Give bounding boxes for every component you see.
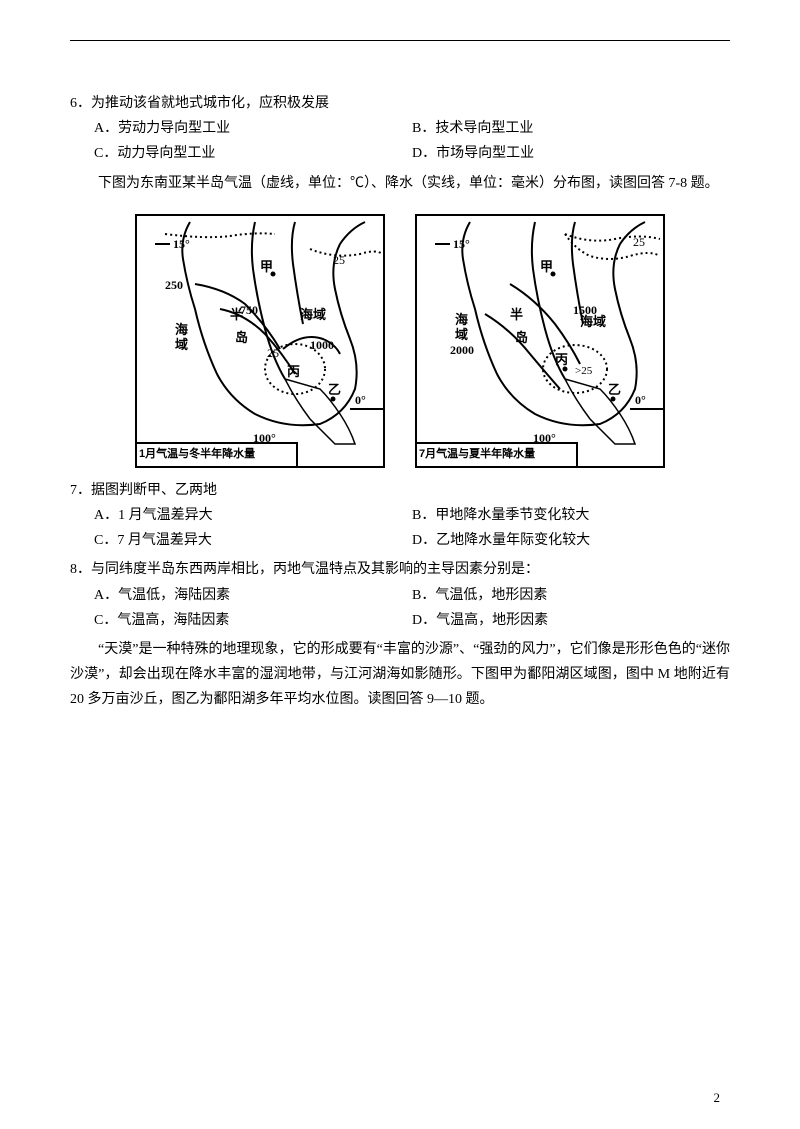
q8-option-b: B．气温低，地形因素 xyxy=(412,583,730,608)
lat0-label: 0° xyxy=(355,393,366,407)
q7-options: A．1 月气温差异大 B．甲地降水量季节变化较大 C．7 月气温差异大 D．乙地… xyxy=(94,503,730,553)
svg-text:岛: 岛 xyxy=(515,330,528,345)
q7-option-b: B．甲地降水量季节变化较大 xyxy=(412,503,730,528)
precip250: 250 xyxy=(165,278,183,292)
q7-option-d: D．乙地降水量年际变化较大 xyxy=(412,528,730,553)
sea-right: 海域 xyxy=(300,307,326,322)
svg-text:半: 半 xyxy=(510,307,523,322)
svg-text:海: 海 xyxy=(455,312,468,327)
maps-row: 15° 0° 100° 25 25 250 xyxy=(70,214,730,468)
q8-option-c: C．气温高，海陆因素 xyxy=(94,608,412,633)
question-7: 7．据图判断甲、乙两地 A．1 月气温差异大 B．甲地降水量季节变化较大 C．7… xyxy=(70,478,730,554)
map-right: 15° 0° 100° 25 >25 1500 xyxy=(415,214,665,468)
q6-option-b: B．技术导向型工业 xyxy=(412,116,730,141)
q6-option-d: D．市场导向型工业 xyxy=(412,141,730,166)
map-left-svg: 15° 0° 100° 25 25 250 xyxy=(135,214,385,468)
svg-text:岛: 岛 xyxy=(235,330,248,345)
svg-text:丙: 丙 xyxy=(555,352,568,367)
map-left: 15° 0° 100° 25 25 250 xyxy=(135,214,385,468)
q7-option-c: C．7 月气温差异大 xyxy=(94,528,412,553)
map-right-caption: 7月气温与夏半年降水量 xyxy=(415,442,578,468)
svg-text:域: 域 xyxy=(175,337,188,352)
q6-option-a: A．劳动力导向型工业 xyxy=(94,116,412,141)
question-6: 6．为推动该省就地式城市化，应积极发展 A．劳动力导向型工业 B．技术导向型工业… xyxy=(70,91,730,167)
precip2000: 2000 xyxy=(450,343,474,357)
question-8: 8．与同纬度半岛东西两岸相比，丙地气温特点及其影响的主导因素分别是： A．气温低… xyxy=(70,557,730,633)
q8-option-a: A．气温低，海陆因素 xyxy=(94,583,412,608)
intro-9-10: “天漠”是一种特殊的地理现象，它的形成要有“丰富的沙源”、“强劲的风力”，它们像… xyxy=(70,637,730,713)
q8-stem: 8．与同纬度半岛东西两岸相比，丙地气温特点及其影响的主导因素分别是： xyxy=(70,557,730,582)
sea-left: 海 xyxy=(175,322,188,337)
bing-label: 丙 xyxy=(287,364,300,379)
svg-text:海域: 海域 xyxy=(580,314,606,329)
map-right-svg: 15° 0° 100° 25 >25 1500 xyxy=(415,214,665,468)
iso25-mid-r: >25 xyxy=(575,365,593,377)
q6-option-c: C．动力导向型工业 xyxy=(94,141,412,166)
q7-option-a: A．1 月气温差异大 xyxy=(94,503,412,528)
precip1000: 1000 xyxy=(310,338,334,352)
svg-text:0°: 0° xyxy=(635,393,646,407)
svg-text:甲: 甲 xyxy=(540,259,553,274)
q8-option-d: D．气温高，地形因素 xyxy=(412,608,730,633)
svg-text:域: 域 xyxy=(455,327,468,342)
page-number: 2 xyxy=(714,1086,721,1109)
map-left-caption: 1月气温与冬半年降水量 xyxy=(135,442,298,468)
jia-label: 甲 xyxy=(260,259,273,274)
q6-stem: 6．为推动该省就地式城市化，应积极发展 xyxy=(70,91,730,116)
page: 6．为推动该省就地式城市化，应积极发展 A．劳动力导向型工业 B．技术导向型工业… xyxy=(0,0,800,1129)
q7-stem: 7．据图判断甲、乙两地 xyxy=(70,478,730,503)
intro-7-8: 下图为东南亚某半岛气温（虚线，单位：℃）、降水（实线，单位：毫米）分布图，读图回… xyxy=(70,171,730,196)
svg-text:乙: 乙 xyxy=(608,382,621,397)
peninsula-l: 半 xyxy=(230,307,243,322)
yi-label: 乙 xyxy=(328,382,341,397)
svg-text:25: 25 xyxy=(633,235,645,249)
q6-options: A．劳动力导向型工业 B．技术导向型工业 C．动力导向型工业 D．市场导向型工业 xyxy=(94,116,730,166)
q8-options: A．气温低，海陆因素 B．气温低，地形因素 C．气温高，海陆因素 D．气温高，地… xyxy=(94,583,730,633)
header-rule xyxy=(70,40,730,41)
